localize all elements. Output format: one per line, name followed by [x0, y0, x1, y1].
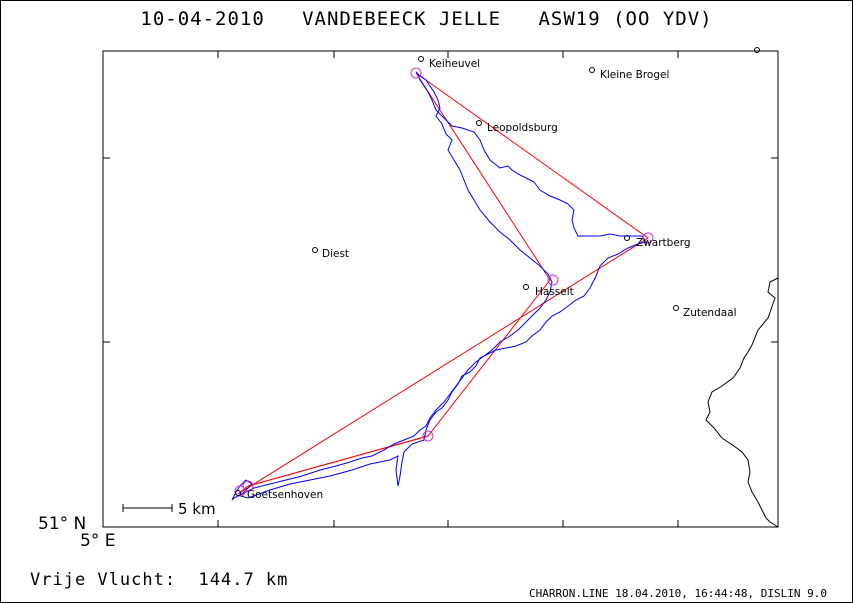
scale-bar: 5 km	[122, 500, 216, 518]
free-flight-distance: Vrije Vlucht: 144.7 km	[30, 570, 289, 590]
turnpoint-circle	[242, 480, 254, 492]
longitude-label: 5° E	[80, 531, 116, 551]
place-marker	[754, 47, 760, 53]
place-label-kleine-brogel: Kleine Brogel	[600, 69, 669, 81]
flight-track	[231, 71, 647, 501]
place-label-diest: Diest	[322, 248, 349, 260]
turnpoint-circle	[422, 430, 434, 442]
place-marker	[312, 247, 318, 253]
turnpoint-circle	[547, 274, 559, 286]
task-leg	[247, 435, 429, 487]
turnpoint-circle	[410, 67, 422, 79]
scale-bar-label: 5 km	[178, 500, 216, 518]
place-label-leopoldsburg: Leopoldsburg	[487, 122, 558, 134]
footer-info: CHARRON.LINE 18.04.2010, 16:44:48, DISLI…	[528, 587, 827, 600]
place-marker	[589, 67, 595, 73]
turnpoint-circle	[234, 485, 246, 497]
place-label-hasselt: Hasselt	[535, 286, 574, 298]
axis-ticks	[103, 51, 778, 528]
turnpoints	[234, 67, 654, 497]
turnpoint-circle	[642, 232, 654, 244]
task-outline	[237, 72, 649, 495]
plot-area-border	[102, 50, 779, 528]
place-markers	[235, 47, 760, 496]
place-marker	[235, 490, 241, 496]
place-marker	[418, 56, 424, 62]
flight-title: 10-04-2010 VANDEBEECK JELLE ASW19 (OO YD…	[140, 8, 713, 30]
place-marker	[476, 120, 482, 126]
place-label-zwartberg: Zwartberg	[636, 237, 691, 249]
place-marker	[624, 235, 630, 241]
place-label-goetsenhoven: Goetsenhoven	[247, 489, 323, 501]
place-marker	[523, 284, 529, 290]
place-label-keiheuvel: Keiheuvel	[429, 58, 480, 70]
place-label-zutendaal: Zutendaal	[683, 307, 737, 319]
latitude-label: 51° N	[38, 514, 87, 534]
place-marker	[673, 305, 679, 311]
national-border	[705, 277, 779, 528]
